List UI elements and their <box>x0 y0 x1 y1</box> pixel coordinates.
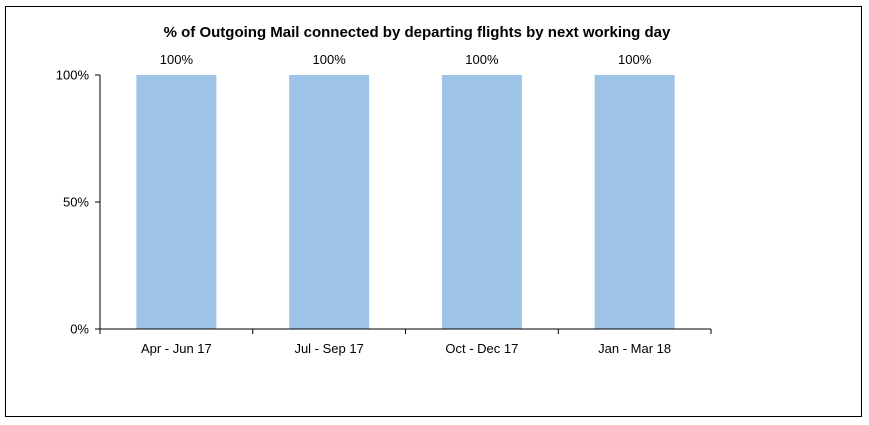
axes-layer <box>95 74 712 334</box>
category-label-4: Jan - Mar 18 <box>598 341 671 356</box>
category-label-1: Apr - Jun 17 <box>141 341 212 356</box>
data-label-2: 100% <box>313 52 347 67</box>
category-label-2: Jul - Sep 17 <box>294 341 363 356</box>
chart-title: % of Outgoing Mail connected by departin… <box>164 24 671 41</box>
bars-layer <box>136 75 675 329</box>
y-tick-label-2: 50% <box>63 195 89 210</box>
data-label-1: 100% <box>160 52 194 67</box>
bar-2 <box>289 75 370 329</box>
bar-4 <box>594 75 675 329</box>
bar-1 <box>136 75 217 329</box>
y-tick-label-3: 100% <box>56 68 90 83</box>
category-label-3: Oct - Dec 17 <box>445 341 518 356</box>
data-label-3: 100% <box>465 52 499 67</box>
data-label-4: 100% <box>618 52 652 67</box>
y-tick-label-1: 0% <box>70 322 89 337</box>
labels-layer: 100% Apr - Jun 17 100% Jul - Sep 17 100% Oct … <box>56 52 671 356</box>
bar-3 <box>441 75 522 329</box>
